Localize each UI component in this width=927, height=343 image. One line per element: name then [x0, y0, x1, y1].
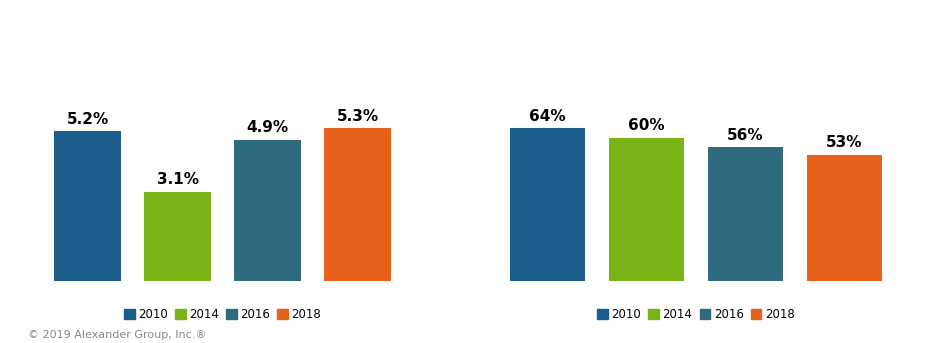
Text: © 2019 Alexander Group, Inc.®: © 2019 Alexander Group, Inc.®: [28, 330, 206, 340]
Text: 5.2%: 5.2%: [67, 111, 108, 127]
Text: 3.1%: 3.1%: [157, 172, 198, 187]
Text: 5.3%: 5.3%: [337, 109, 378, 123]
Bar: [609, 138, 683, 281]
Bar: [54, 131, 121, 281]
Bar: [324, 128, 391, 281]
Text: 64%: 64%: [528, 109, 565, 123]
Legend: 2010, 2014, 2016, 2018: 2010, 2014, 2016, 2018: [592, 303, 798, 326]
Bar: [234, 140, 301, 281]
Text: 56%: 56%: [727, 128, 763, 143]
Text: 4.9%: 4.9%: [247, 120, 288, 135]
Legend: 2010, 2014, 2016, 2018: 2010, 2014, 2016, 2018: [120, 303, 325, 326]
Bar: [707, 147, 781, 281]
Bar: [806, 155, 881, 281]
Bar: [510, 128, 584, 281]
Bar: [144, 192, 211, 281]
Text: 53%: 53%: [825, 135, 862, 150]
Text: 60%: 60%: [628, 118, 664, 133]
